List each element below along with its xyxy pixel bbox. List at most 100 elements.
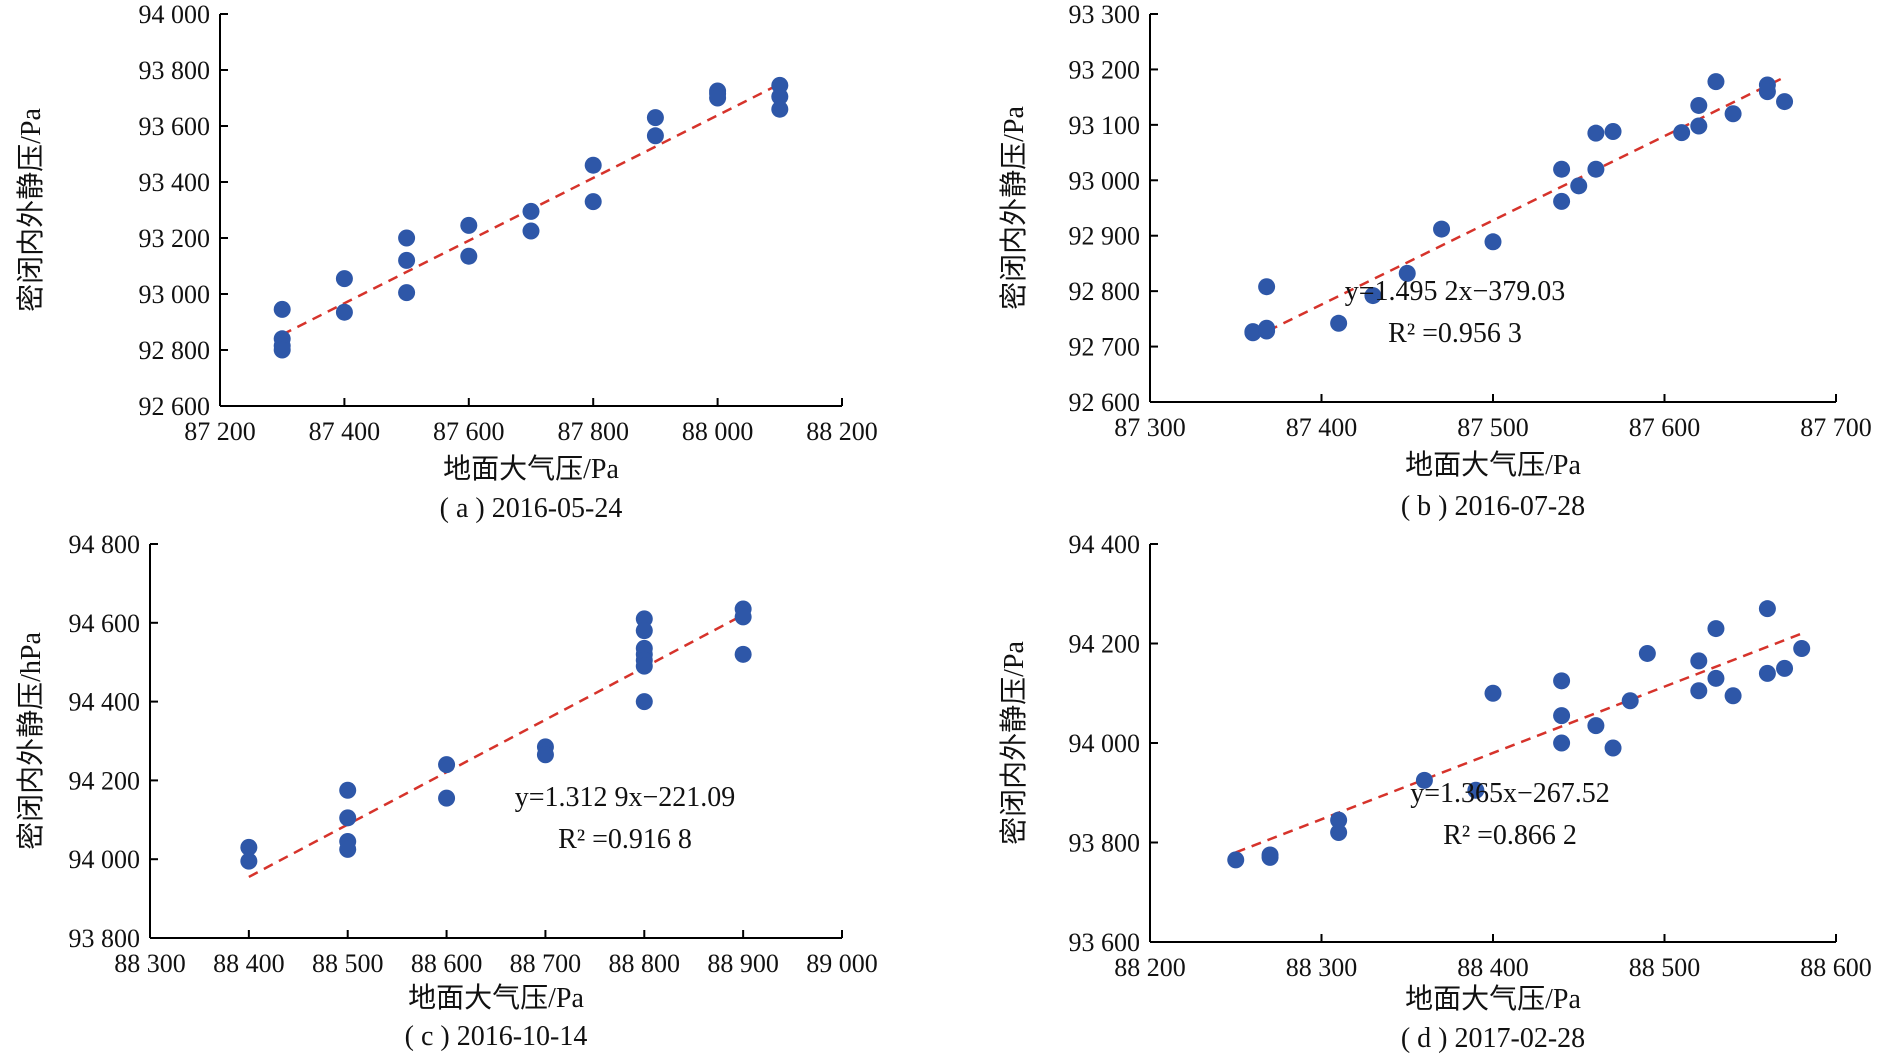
chart-caption: ( a ) 2016-05-24 bbox=[440, 493, 623, 524]
x-tick-label: 88 800 bbox=[609, 949, 681, 978]
data-point bbox=[1467, 781, 1485, 799]
data-point bbox=[1776, 93, 1794, 111]
data-point bbox=[273, 341, 291, 359]
x-tick-label: 88 200 bbox=[1114, 953, 1186, 982]
x-axis-title: 地面大气压/Pa bbox=[1405, 983, 1581, 1015]
fit-line bbox=[1252, 77, 1782, 340]
data-point bbox=[522, 222, 540, 240]
x-tick-label: 87 700 bbox=[1800, 413, 1872, 442]
data-point bbox=[635, 622, 653, 640]
data-point bbox=[240, 852, 258, 870]
chart-panel-2: 87 300 87 400 87 500 87 600 87 700 92 600 92 7… bbox=[998, 0, 1872, 522]
data-point bbox=[1758, 664, 1776, 682]
data-point bbox=[273, 300, 291, 318]
data-point bbox=[709, 89, 727, 107]
data-point bbox=[1570, 177, 1588, 195]
y-tick-label: 93 600 bbox=[1069, 928, 1141, 957]
x-tick-label: 87 400 bbox=[309, 417, 381, 446]
data-point bbox=[1673, 124, 1691, 142]
data-point bbox=[335, 303, 353, 321]
y-tick-label: 93 000 bbox=[139, 280, 211, 309]
chart-panel-4: 88 200 88 300 88 400 88 500 88 600 93 600 93 8… bbox=[998, 530, 1872, 1054]
data-point bbox=[1690, 682, 1708, 700]
data-point bbox=[1707, 620, 1725, 638]
chart-caption: ( d ) 2017-02-28 bbox=[1401, 1023, 1585, 1054]
data-point bbox=[335, 270, 353, 288]
x-axis-title: 地面大气压/Pa bbox=[443, 453, 619, 485]
chart-caption: ( c ) 2016-10-14 bbox=[405, 1021, 588, 1052]
y-tick-label: 92 700 bbox=[1069, 333, 1141, 362]
x-tick-label: 88 300 bbox=[114, 949, 186, 978]
y-tick-label: 93 300 bbox=[1069, 0, 1141, 29]
regression-equation: y=1.312 9x−221.09 bbox=[515, 782, 736, 813]
data-point bbox=[734, 645, 752, 663]
y-tick-label: 93 600 bbox=[139, 112, 211, 141]
data-point bbox=[438, 789, 456, 807]
data-point bbox=[460, 247, 478, 265]
y-tick-label: 94 000 bbox=[69, 845, 141, 874]
regression-equation: y=1.495 2x−379.03 bbox=[1345, 276, 1566, 307]
y-axis-title: 密闭内外静压/Pa bbox=[998, 641, 1030, 845]
y-axis-title: 密闭内外静压/hPa bbox=[15, 632, 47, 850]
data-point bbox=[1621, 692, 1639, 710]
y-tick-label: 92 600 bbox=[139, 392, 211, 421]
data-point bbox=[1553, 707, 1571, 725]
data-point bbox=[1398, 264, 1416, 282]
data-point bbox=[240, 838, 258, 856]
data-point bbox=[1690, 117, 1708, 135]
y-tick-label: 94 200 bbox=[69, 766, 141, 795]
r-squared: R² =0.956 3 bbox=[1388, 318, 1522, 349]
x-tick-label: 87 400 bbox=[1286, 413, 1358, 442]
data-point bbox=[1553, 672, 1571, 690]
x-tick-label: 87 600 bbox=[1629, 413, 1701, 442]
y-tick-label: 92 800 bbox=[1069, 277, 1141, 306]
y-tick-label: 93 800 bbox=[1069, 829, 1141, 858]
data-point bbox=[398, 251, 416, 269]
data-point bbox=[1258, 278, 1276, 296]
data-point bbox=[1553, 192, 1571, 210]
x-tick-label: 88 500 bbox=[1629, 953, 1701, 982]
data-point bbox=[771, 100, 789, 118]
x-tick-label: 88 700 bbox=[510, 949, 582, 978]
chart-caption: ( b ) 2016-07-28 bbox=[1401, 491, 1585, 522]
x-tick-label: 88 200 bbox=[806, 417, 878, 446]
data-point bbox=[1415, 771, 1433, 789]
y-tick-label: 94 600 bbox=[69, 609, 141, 638]
y-tick-label: 93 200 bbox=[139, 224, 211, 253]
data-point bbox=[1244, 324, 1262, 342]
r-squared: R² =0.916 8 bbox=[558, 824, 692, 855]
data-point bbox=[1553, 734, 1571, 752]
r-squared: R² =0.866 2 bbox=[1443, 820, 1577, 851]
data-point bbox=[339, 840, 357, 858]
data-point bbox=[460, 216, 478, 234]
data-point bbox=[1433, 220, 1451, 238]
data-point bbox=[771, 88, 789, 106]
y-tick-label: 93 000 bbox=[1069, 166, 1141, 195]
data-point bbox=[635, 610, 653, 628]
x-tick-label: 88 000 bbox=[682, 417, 754, 446]
x-axis-title: 地面大气压/Pa bbox=[1405, 449, 1581, 481]
y-tick-label: 92 800 bbox=[139, 336, 211, 365]
data-point bbox=[339, 781, 357, 799]
data-point bbox=[1587, 124, 1605, 142]
data-point bbox=[398, 229, 416, 247]
y-axis-title: 密闭内外静压/Pa bbox=[998, 106, 1030, 310]
data-point bbox=[1587, 160, 1605, 178]
x-tick-label: 88 400 bbox=[213, 949, 285, 978]
data-point bbox=[635, 657, 653, 675]
x-tick-label: 87 600 bbox=[433, 417, 505, 446]
chart-panel-1: 87 200 87 400 87 600 87 800 88 000 88 200 92 6… bbox=[15, 0, 878, 524]
data-point bbox=[584, 156, 602, 174]
data-point bbox=[1638, 644, 1656, 662]
y-tick-label: 94 200 bbox=[1069, 630, 1141, 659]
y-tick-label: 93 400 bbox=[139, 168, 211, 197]
x-axis-title: 地面大气压/Pa bbox=[408, 982, 584, 1014]
y-tick-label: 93 200 bbox=[1069, 55, 1141, 84]
x-tick-label: 87 300 bbox=[1114, 413, 1186, 442]
chart-panel-3: 88 300 88 400 88 500 88 600 88 700 88 800 88 9… bbox=[15, 530, 878, 1052]
x-tick-label: 88 600 bbox=[411, 949, 483, 978]
y-tick-label: 93 800 bbox=[139, 56, 211, 85]
data-point bbox=[1553, 160, 1571, 178]
data-point bbox=[635, 693, 653, 711]
